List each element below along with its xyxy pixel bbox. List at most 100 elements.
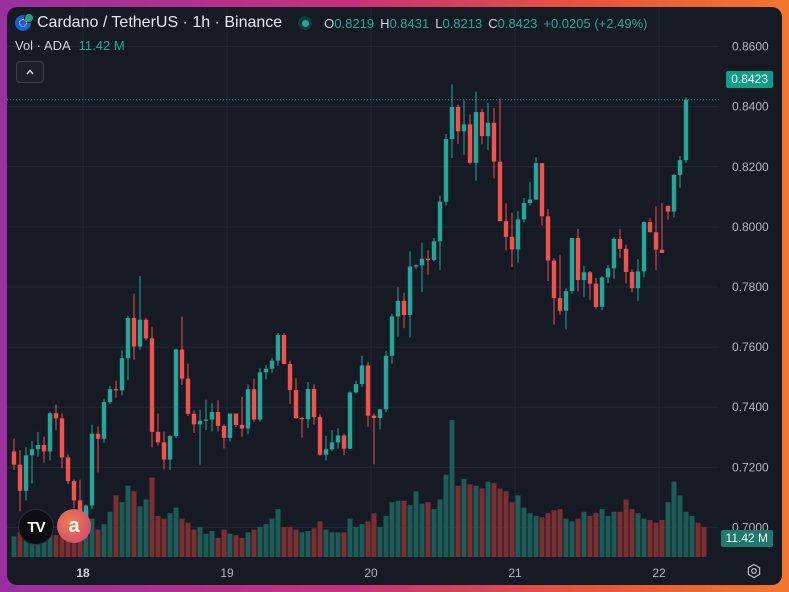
candle-body	[35, 445, 41, 450]
candle-body	[623, 248, 629, 272]
candle-body	[497, 161, 503, 222]
volume-bar	[359, 524, 365, 557]
volume-bar	[311, 528, 317, 557]
candle-body	[287, 363, 293, 391]
candle-body	[191, 413, 197, 425]
candle-body	[461, 124, 467, 132]
volume-bar	[683, 511, 689, 557]
time-tick-label: 21	[508, 566, 522, 580]
candle-body	[299, 418, 305, 420]
volume-bar	[65, 533, 71, 557]
volume-bar	[209, 530, 215, 557]
candle-body	[353, 384, 359, 393]
candle-body	[347, 392, 353, 449]
candle-body	[143, 319, 149, 339]
chart-window: 0.8600 0.8400 0.8200 0.8000 0.7800 0.7600 0.74…	[7, 7, 782, 585]
candle-body	[329, 442, 335, 450]
chevron-up-icon	[26, 69, 34, 75]
candle-body	[209, 412, 215, 420]
candle-body	[407, 266, 413, 315]
volume-bar	[689, 515, 695, 557]
volume-bar	[119, 502, 125, 557]
volume-bar	[269, 518, 275, 557]
volume-bar	[41, 532, 47, 557]
candle-body	[575, 237, 581, 281]
candle-body	[569, 237, 575, 292]
candle-body	[683, 99, 689, 161]
volume-bar	[485, 481, 491, 557]
candle-body	[659, 249, 665, 254]
candle-body	[377, 409, 383, 419]
a-logo-icon[interactable]: a	[57, 509, 91, 543]
candle-body	[419, 258, 425, 266]
volume-bar	[677, 495, 683, 557]
candle-body	[485, 122, 491, 137]
tradingview-logo-icon[interactable]: TV	[18, 509, 54, 545]
volume-bar	[635, 513, 641, 557]
candle-body	[473, 112, 479, 163]
volume-bar	[275, 509, 281, 557]
volume-bar	[479, 488, 485, 557]
volume-bar	[59, 536, 65, 557]
volume-bar	[491, 483, 497, 557]
candle-body	[611, 238, 617, 269]
candle-body	[359, 365, 365, 385]
candle-body	[29, 449, 35, 456]
candle-body	[179, 349, 185, 379]
volume-bar	[665, 502, 671, 557]
volume-bar	[89, 518, 95, 557]
volume-bar	[473, 485, 479, 557]
collapse-legend-button[interactable]	[16, 61, 44, 83]
price-axis[interactable]: 0.8600 0.8400 0.8200 0.8000 0.7800 0.7600 0.74…	[732, 40, 769, 535]
volume-bar	[299, 532, 305, 557]
time-tick-label: 19	[220, 566, 234, 580]
candlesticks	[11, 84, 689, 535]
volume-bar	[17, 532, 23, 557]
candle-body	[425, 258, 431, 260]
candle-body	[41, 445, 47, 452]
candle-body	[383, 355, 389, 410]
candle-body	[371, 415, 377, 419]
chart-canvas[interactable]: 0.8600 0.8400 0.8200 0.8000 0.7800 0.7600 0.74…	[7, 7, 782, 585]
settings-icon[interactable]	[746, 563, 762, 579]
volume-bar	[161, 518, 167, 557]
candle-body	[599, 277, 605, 307]
time-axis[interactable]: 18 19 20 21 22	[76, 566, 666, 580]
volume-bar	[215, 537, 221, 557]
candle-body	[503, 221, 509, 237]
candle-body	[137, 319, 143, 347]
volume-bar	[341, 532, 347, 557]
candle-body	[323, 449, 329, 455]
volume-bar	[377, 526, 383, 557]
time-tick-label: 18	[76, 566, 90, 580]
volume-bar	[623, 499, 629, 557]
symbol-title[interactable]: Cardano / TetherUS · 1h · Binance	[37, 14, 283, 31]
candle-body	[581, 272, 587, 281]
volume-bar	[203, 533, 209, 557]
volume-bar	[437, 499, 443, 557]
candle-body	[269, 360, 275, 369]
volume-bar	[347, 518, 353, 557]
candle-body	[653, 232, 659, 250]
candle-body	[11, 451, 17, 465]
symbol-header[interactable]: Cardano / TetherUS · 1h · Binance O0.821…	[15, 13, 647, 33]
candle-body	[119, 358, 125, 391]
grid-lines	[7, 7, 719, 560]
volume-bar	[335, 532, 341, 557]
price-tick-label: 0.7400	[732, 400, 769, 414]
volume-legend[interactable]: Vol · ADA 11.42 M	[15, 38, 125, 53]
candle-body	[239, 424, 245, 429]
price-tick-label: 0.8600	[732, 40, 769, 54]
live-indicator-icon	[298, 16, 313, 30]
candle-body	[665, 205, 671, 212]
price-tick-label: 0.7800	[732, 280, 769, 294]
volume-bar	[539, 517, 545, 557]
time-tick-label: 20	[364, 566, 378, 580]
ohlc-low: L0.8213	[435, 15, 483, 31]
volume-bar	[149, 477, 155, 557]
candle-body	[401, 300, 407, 315]
volume-bar	[233, 535, 239, 557]
price-tick-label: 0.8400	[732, 100, 769, 114]
candle-body	[263, 368, 269, 373]
volume-bar	[671, 481, 677, 557]
